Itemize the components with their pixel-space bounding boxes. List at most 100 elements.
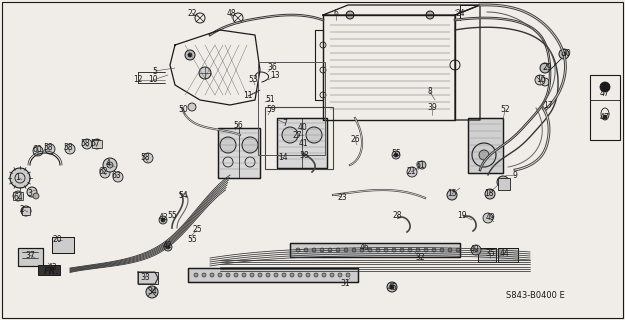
Bar <box>290 243 460 257</box>
Circle shape <box>322 273 326 277</box>
Text: 35: 35 <box>485 249 495 258</box>
Circle shape <box>426 11 434 19</box>
Text: 26: 26 <box>350 135 360 145</box>
Circle shape <box>535 75 545 85</box>
Circle shape <box>282 273 286 277</box>
Text: 27: 27 <box>292 131 302 140</box>
Bar <box>218 128 260 178</box>
Circle shape <box>472 143 496 167</box>
Bar <box>38 265 60 275</box>
Text: 46: 46 <box>360 244 370 252</box>
Circle shape <box>376 248 380 252</box>
Circle shape <box>338 273 342 277</box>
Circle shape <box>392 248 396 252</box>
Circle shape <box>274 273 278 277</box>
Text: 13: 13 <box>270 71 280 81</box>
Circle shape <box>100 168 110 178</box>
Text: 61: 61 <box>415 161 425 170</box>
Bar <box>188 268 358 282</box>
Circle shape <box>600 82 610 92</box>
Bar <box>468 118 503 173</box>
Circle shape <box>306 273 310 277</box>
Circle shape <box>440 248 444 252</box>
Circle shape <box>312 248 316 252</box>
Circle shape <box>314 273 318 277</box>
Text: 3: 3 <box>28 188 32 197</box>
Circle shape <box>82 139 92 149</box>
Text: 53: 53 <box>248 76 258 84</box>
Bar <box>22 207 30 215</box>
Text: 55: 55 <box>167 211 177 220</box>
Circle shape <box>485 189 495 199</box>
Text: 45: 45 <box>388 283 398 292</box>
Circle shape <box>290 273 294 277</box>
Text: 15: 15 <box>448 189 457 198</box>
Circle shape <box>65 144 75 154</box>
Text: S843-B0400 E: S843-B0400 E <box>506 291 564 300</box>
Circle shape <box>400 248 404 252</box>
Circle shape <box>392 151 400 159</box>
Circle shape <box>33 193 39 199</box>
Circle shape <box>188 53 192 57</box>
Bar <box>498 248 518 262</box>
Circle shape <box>540 63 550 73</box>
Text: 42: 42 <box>162 241 172 250</box>
Circle shape <box>13 191 23 201</box>
Circle shape <box>603 115 607 119</box>
Circle shape <box>242 137 258 153</box>
Circle shape <box>194 273 198 277</box>
Text: 2: 2 <box>19 204 24 213</box>
Circle shape <box>416 248 420 252</box>
Circle shape <box>432 248 436 252</box>
Circle shape <box>456 248 460 252</box>
Text: 33: 33 <box>140 274 150 283</box>
Bar <box>265 107 333 169</box>
Circle shape <box>408 248 412 252</box>
Circle shape <box>479 150 489 160</box>
Circle shape <box>10 168 30 188</box>
Circle shape <box>346 11 354 19</box>
Circle shape <box>242 273 246 277</box>
Text: 6: 6 <box>334 9 339 18</box>
Circle shape <box>202 273 206 277</box>
Text: 37: 37 <box>25 251 35 260</box>
Text: 40: 40 <box>298 123 308 132</box>
Circle shape <box>328 248 332 252</box>
Text: 58: 58 <box>80 139 90 148</box>
Circle shape <box>346 273 350 277</box>
Circle shape <box>188 103 196 111</box>
Text: 56: 56 <box>233 121 243 130</box>
Text: 43: 43 <box>47 262 57 271</box>
Circle shape <box>320 248 324 252</box>
Circle shape <box>407 167 417 177</box>
Circle shape <box>296 248 300 252</box>
Circle shape <box>143 153 153 163</box>
Text: 4: 4 <box>106 158 111 167</box>
Bar <box>498 178 510 190</box>
Text: 47: 47 <box>600 89 610 98</box>
Bar <box>52 237 74 253</box>
Bar <box>277 118 327 168</box>
Circle shape <box>384 248 388 252</box>
Circle shape <box>360 248 364 252</box>
Text: 12: 12 <box>133 76 142 84</box>
Text: 55: 55 <box>187 236 197 244</box>
Text: 21: 21 <box>406 167 416 177</box>
Text: 58: 58 <box>140 154 150 163</box>
Text: 23: 23 <box>338 193 347 202</box>
Bar <box>290 243 460 257</box>
Text: 31: 31 <box>340 279 350 289</box>
Circle shape <box>266 273 270 277</box>
Text: FR.: FR. <box>44 267 60 276</box>
Circle shape <box>448 248 452 252</box>
Circle shape <box>390 285 394 289</box>
Circle shape <box>92 139 102 149</box>
Text: 28: 28 <box>392 211 402 220</box>
Text: 18: 18 <box>484 188 494 197</box>
Circle shape <box>352 248 356 252</box>
Text: 10: 10 <box>148 76 158 84</box>
Text: 29: 29 <box>542 63 552 73</box>
Text: 52: 52 <box>500 106 510 115</box>
Bar <box>138 272 158 284</box>
Circle shape <box>344 248 348 252</box>
